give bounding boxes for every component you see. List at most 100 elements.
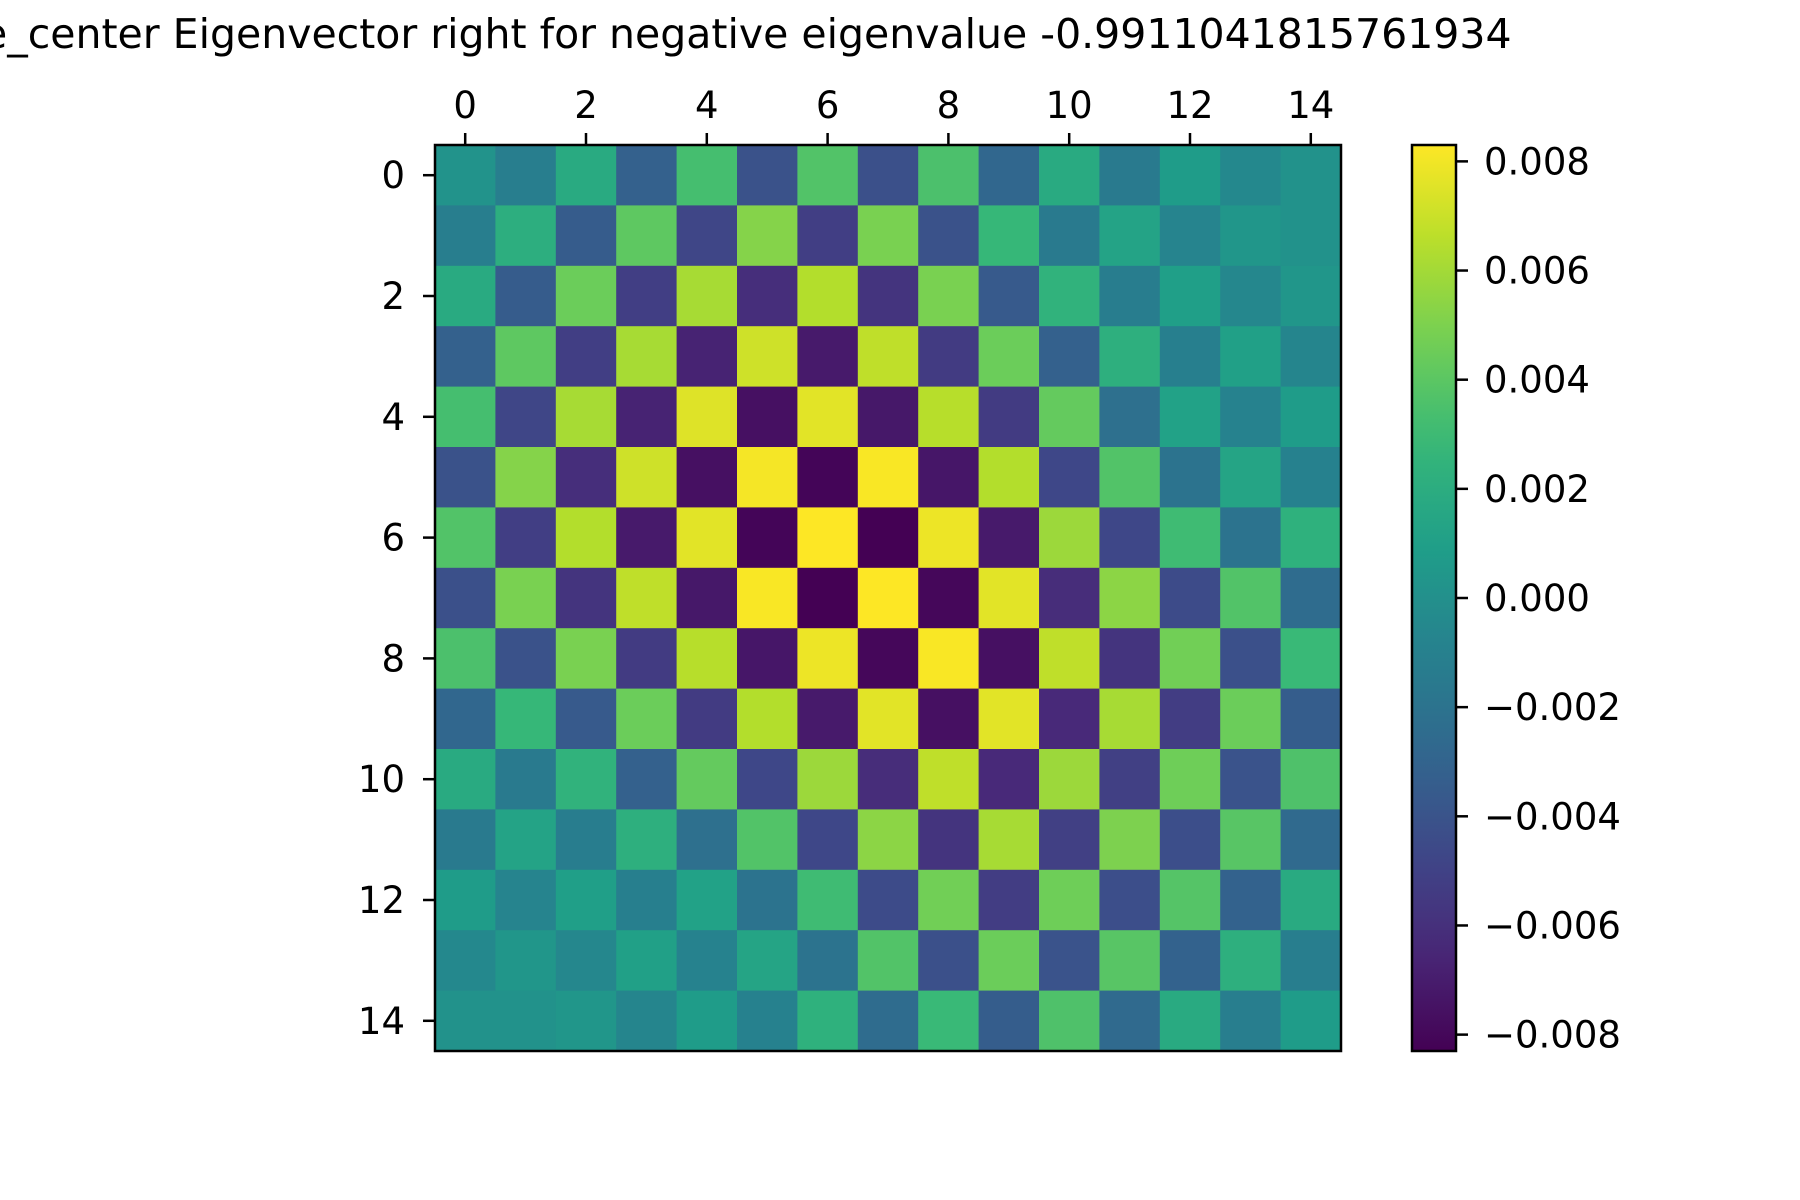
heatmap-cell [857, 507, 919, 569]
heatmap-cell [857, 386, 919, 448]
heatmap-cell [1159, 447, 1221, 508]
heatmap-cell [616, 869, 678, 931]
heatmap-cell [737, 326, 798, 388]
heatmap-cell [1220, 205, 1282, 267]
heatmap-cell [616, 809, 678, 871]
heatmap-cell [1099, 869, 1161, 931]
heatmap-cell [857, 749, 919, 810]
heatmap-cell [495, 688, 557, 750]
heatmap-cell [676, 869, 738, 931]
heatmap-cell [1280, 688, 1342, 750]
heatmap-cell [1039, 749, 1100, 810]
heatmap-cell [797, 386, 859, 448]
heatmap-cell [555, 809, 617, 871]
heatmap-cell [495, 265, 557, 327]
heatmap-cell [918, 809, 980, 871]
heatmap-cell [1039, 265, 1100, 327]
heatmap-cell [978, 507, 1040, 569]
heatmap-cell [1280, 990, 1342, 1052]
heatmap-cell [1159, 205, 1221, 267]
plot-frame [433, 143, 1343, 1053]
heatmap-cell [1220, 809, 1282, 871]
heatmap-cell [1099, 447, 1161, 508]
heatmap-cell [978, 386, 1040, 448]
heatmap-cell [1220, 567, 1282, 629]
heatmap-cell [435, 386, 496, 448]
heatmap-cell [978, 749, 1040, 810]
x-tick-label: 14 [1287, 84, 1334, 127]
heatmap-cell [1159, 990, 1221, 1052]
heatmap-cell [797, 567, 859, 629]
heatmap-cell [797, 930, 859, 992]
heatmap-cell [737, 145, 798, 206]
heatmap-cell [978, 265, 1040, 327]
heatmap-cell [555, 628, 617, 690]
colorbar-tick-label: 0.006 [1484, 250, 1590, 293]
heatmap-cell [555, 990, 617, 1052]
heatmap-cell [797, 447, 859, 508]
heatmap-cell [1159, 326, 1221, 388]
heatmap-cell [676, 749, 738, 810]
heatmap-cell [1159, 628, 1221, 690]
heatmap-cell [1039, 628, 1100, 690]
x-tick-label: 12 [1166, 84, 1213, 127]
heatmap-cell [1039, 326, 1100, 388]
heatmap-cell [978, 567, 1040, 629]
heatmap-cell [918, 326, 980, 388]
heatmap-cell [1159, 386, 1221, 448]
heatmap-cell [978, 930, 1040, 992]
heatmap-cell [1039, 205, 1100, 267]
heatmap-cell [737, 990, 798, 1052]
y-tick-label: 0 [381, 154, 405, 197]
heatmap-cell [495, 749, 557, 810]
heatmap-cell [616, 567, 678, 629]
heatmap-cell [978, 990, 1040, 1052]
y-axis: 0 2 4 6 8 10 12 14 [358, 154, 435, 1043]
x-tick-label: 4 [695, 84, 719, 127]
heatmap-cell [435, 869, 496, 931]
heatmap-cell [737, 688, 798, 750]
heatmap-cell [676, 628, 738, 690]
heatmap-cell [1039, 930, 1100, 992]
heatmap-cell [616, 507, 678, 569]
heatmap-cell [1220, 507, 1282, 569]
heatmap-cell [435, 145, 496, 206]
x-axis: 0 2 4 6 8 10 12 14 [453, 84, 1334, 145]
heatmap-cell [676, 930, 738, 992]
heatmap-cell [435, 930, 496, 992]
heatmap-cell [1039, 507, 1100, 569]
heatmap-cell [1280, 628, 1342, 690]
y-tick-label: 14 [358, 1000, 405, 1043]
heatmap-cell [857, 869, 919, 931]
heatmap-cell [435, 447, 496, 508]
heatmap-cell [797, 628, 859, 690]
heatmap-cell [676, 447, 738, 508]
heatmap-cell [918, 145, 980, 206]
colorbar-tick-label: 0.002 [1484, 468, 1590, 511]
heatmap-cell [676, 205, 738, 267]
heatmap-cell [737, 265, 798, 327]
colorbar-tick-label: −0.004 [1484, 795, 1621, 838]
heatmap-cell [616, 749, 678, 810]
heatmap-cell [1220, 930, 1282, 992]
heatmap-cell [616, 265, 678, 327]
heatmap-cells [435, 145, 1342, 1052]
heatmap-cell [797, 265, 859, 327]
heatmap-cell [555, 265, 617, 327]
heatmap-cell [1099, 628, 1161, 690]
heatmap-cell [1220, 990, 1282, 1052]
heatmap-cell [1280, 567, 1342, 629]
heatmap-cell [978, 145, 1040, 206]
heatmap-cell [555, 930, 617, 992]
heatmap-cell [797, 326, 859, 388]
heatmap-cell [495, 628, 557, 690]
heatmap-cell [1099, 567, 1161, 629]
heatmap-cell [616, 628, 678, 690]
heatmap-cell [737, 628, 798, 690]
heatmap-cell [737, 386, 798, 448]
heatmap-cell [1039, 386, 1100, 448]
x-tick-label: 2 [574, 84, 598, 127]
heatmap-cell [435, 265, 496, 327]
heatmap-cell [978, 205, 1040, 267]
